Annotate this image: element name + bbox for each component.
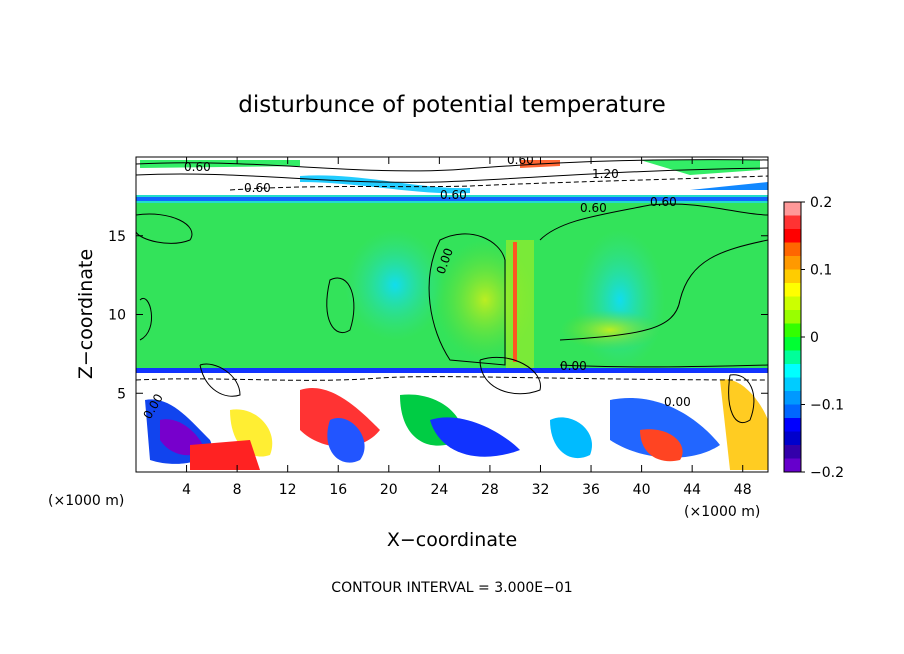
low-blob-4 (327, 418, 365, 463)
low-blob-6 (430, 417, 520, 457)
y-tick-label: 10 (108, 308, 126, 324)
contour-line (728, 374, 755, 423)
colorbar-swatch (784, 445, 801, 459)
x-tick-label: 8 (233, 482, 242, 498)
contour-label: 0.60 (244, 181, 271, 195)
colorbar-swatch (784, 310, 801, 324)
vertical-plume-red (513, 242, 517, 362)
colorbar-swatch (784, 215, 801, 230)
x-tick-label: 44 (683, 482, 701, 498)
contour-label: 0.60 (580, 201, 607, 215)
upper-colored-streak-1 (300, 175, 470, 194)
colorbar-swatch (784, 431, 801, 446)
x-tick-label: 16 (329, 482, 347, 498)
contour-line (229, 175, 768, 191)
colorbar-swatch (784, 458, 801, 473)
x-tick-label: 4 (182, 482, 191, 498)
contour-line (136, 376, 768, 381)
x-tick-label: 32 (532, 482, 550, 498)
contour-label: 1.20 (592, 167, 619, 181)
low-blob-11 (550, 417, 592, 459)
contour-label: 0.60 (440, 188, 467, 202)
colorbar-tick-label: −0.1 (810, 398, 844, 414)
contour-line (136, 159, 768, 172)
x-tick-label: 20 (380, 482, 398, 498)
low-blob-8 (640, 429, 683, 462)
low-blob-9 (720, 379, 768, 470)
colorbar-swatch (784, 283, 801, 297)
x-tick-label: 12 (279, 482, 297, 498)
colorbar: 0.2 0.1 0 −0.1 −0.2 (783, 195, 844, 481)
contour-line (326, 277, 355, 333)
colorbar-swatch (784, 229, 801, 243)
colorbar-swatch (784, 296, 801, 311)
colorbar-tick-label: 0.2 (810, 195, 832, 211)
y-tick-label: 15 (108, 229, 126, 245)
x-tick-label: 40 (633, 482, 651, 498)
contour-interval-note: CONTOUR INTERVAL = 3.000E−01 (331, 580, 572, 596)
x-tick-label: 36 (582, 482, 600, 498)
low-blob-7 (610, 398, 720, 458)
contour-line (539, 203, 768, 241)
colorbar-swatch (784, 364, 801, 378)
colorbar-swatch (784, 323, 801, 338)
x-unit-label-right: (×1000 m) (684, 504, 760, 520)
colorbar-swatch (784, 337, 801, 351)
contour-label: 0.00 (664, 395, 691, 409)
colorbar-swatch (784, 202, 801, 216)
cyan-blob-1 (345, 230, 445, 340)
x-tick-label: 24 (430, 482, 448, 498)
colorbar-swatch (784, 256, 801, 270)
contour-line (559, 364, 768, 368)
contour-line (559, 239, 768, 341)
contour-label: 0.60 (184, 160, 211, 174)
x-tick-label: 28 (481, 482, 499, 498)
colorbar-swatch (784, 269, 801, 284)
colorbar-tick-label: −0.2 (810, 465, 844, 481)
plot-field: 0.60 0.60 0.60 1.20 0.60 0.60 0.60 0.00 … (136, 153, 768, 472)
contour-line (479, 356, 541, 395)
contour-lines (136, 159, 768, 423)
colorbar-tick-label: 0 (810, 330, 819, 346)
colorbar-swatch (784, 391, 801, 405)
y-axis-label: Z−coordinate (75, 249, 97, 379)
contour-line (428, 233, 506, 366)
tropopause-blue-band (136, 197, 768, 201)
chart-title: disturbunce of potential temperature (238, 92, 666, 118)
vertical-plume (506, 240, 534, 370)
contour-line (136, 167, 768, 183)
y-tick-label: 5 (117, 386, 126, 402)
colorbar-tick-label: 0.1 (810, 263, 832, 279)
contour-line (139, 297, 153, 341)
colorbar-swatch (784, 242, 801, 257)
low-blob-12 (190, 440, 260, 470)
contour-label: 0.00 (560, 359, 587, 373)
contour-line (136, 213, 193, 244)
colorbar-swatch (784, 404, 801, 419)
yellow-blob-2 (560, 310, 660, 350)
x-axis: 4 8 12 16 20 24 28 32 36 40 44 48 (182, 157, 752, 498)
colorbar-swatch (784, 418, 801, 432)
contour-label: 0.60 (507, 153, 534, 167)
colorbar-swatch (784, 350, 801, 365)
x-axis-label: X−coordinate (387, 529, 517, 551)
upper-colored-streak-5 (690, 182, 768, 190)
upper-colored-streak-4 (640, 160, 760, 175)
colorbar-swatch (784, 377, 801, 392)
lower-boundary-blue-band (136, 368, 768, 373)
contour-label: 0.60 (650, 195, 677, 209)
upper-colored-streak-3 (140, 160, 300, 168)
contour-line (199, 363, 241, 397)
x-unit-label-left: (×1000 m) (48, 493, 124, 509)
y-axis: 5 10 15 (108, 229, 768, 402)
x-tick-label: 48 (734, 482, 752, 498)
